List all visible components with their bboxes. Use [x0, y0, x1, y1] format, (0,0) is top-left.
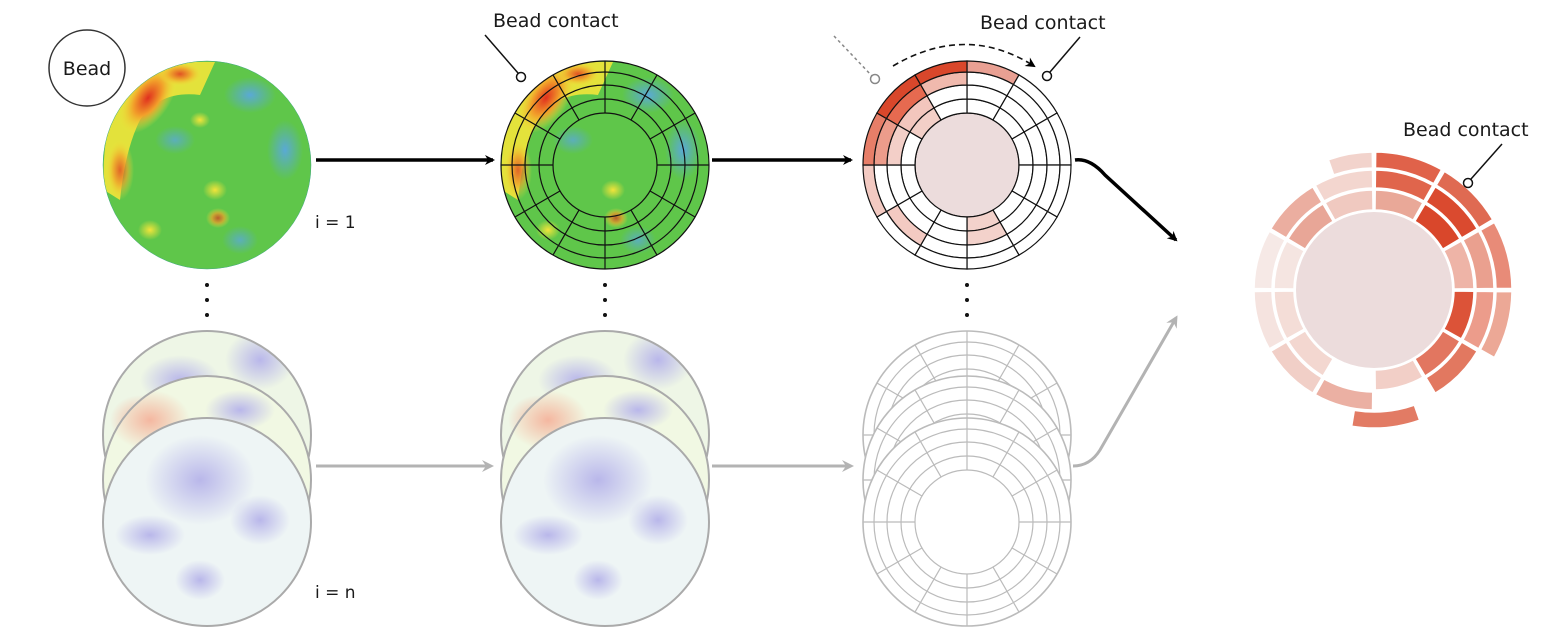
result-segment	[1479, 290, 1513, 359]
result-segment	[1350, 404, 1421, 429]
callout-circle-icon	[515, 71, 527, 83]
grid-spoke	[552, 209, 580, 256]
bead-contact-label-1: Bead contact	[493, 10, 619, 32]
aggregated-contact-map	[1253, 151, 1513, 429]
result-segment	[1461, 290, 1495, 350]
result-segment	[1374, 169, 1434, 203]
result-center	[1296, 212, 1452, 368]
result-segment	[1374, 189, 1424, 222]
vertical-dots-icon	[205, 283, 209, 317]
result-segment	[1324, 189, 1374, 222]
faded-frame-stack-grid	[500, 330, 710, 627]
result-segment	[1413, 329, 1462, 378]
grid-spoke	[914, 566, 942, 613]
result-segment	[1314, 169, 1374, 203]
arrow-faded-segments-to-result	[1072, 315, 1178, 468]
bead-contact-label-3: Bead contact	[1403, 119, 1529, 141]
heatmap-frame-1	[103, 61, 311, 269]
bead-callout: Bead	[48, 29, 126, 107]
vertical-dots-icon	[603, 283, 607, 317]
faded-frame-stack-raw	[102, 330, 312, 627]
contact-segment	[914, 60, 968, 86]
result-segment	[1442, 240, 1475, 290]
grid-spoke	[514, 112, 561, 140]
result-segment	[1435, 170, 1494, 229]
grid-spoke	[649, 190, 696, 218]
grid-spoke	[992, 431, 1020, 478]
result-segment	[1273, 290, 1306, 340]
result-segment	[1286, 202, 1335, 251]
frame-index-first: i = 1	[315, 213, 356, 233]
result-segment	[1269, 185, 1323, 239]
result-segment	[1374, 358, 1424, 391]
arrow-segments-to-result	[1074, 158, 1178, 242]
result-segment	[1327, 151, 1374, 176]
heatmap-grid-frame-1	[500, 60, 710, 270]
bead-label: Bead	[63, 58, 111, 80]
grid-spoke	[1011, 547, 1058, 575]
grid-spoke	[876, 469, 923, 497]
callout-circle-icon	[1041, 70, 1053, 82]
grid-spoke	[992, 566, 1020, 613]
grid-spoke	[1011, 469, 1058, 497]
result-segment	[1425, 185, 1479, 239]
grid-spoke	[552, 74, 580, 121]
bead-contact-callout-1: Bead contact	[484, 10, 619, 83]
segmented-contact-map-1	[862, 60, 1072, 270]
bead-circle	[48, 29, 126, 107]
result-segment	[1314, 377, 1374, 411]
bead-contact-label-2: Bead contact	[980, 12, 1106, 34]
result-segment	[1413, 202, 1462, 251]
faded-segment-grid	[862, 417, 1072, 627]
result-segment	[1286, 329, 1335, 378]
rotation-arrow	[892, 43, 1036, 68]
bead-contact-callout-2: Bead contact	[833, 12, 1106, 85]
callout-circle-icon	[869, 73, 881, 85]
result-segment	[1479, 221, 1513, 290]
grid-spoke	[649, 112, 696, 140]
grid-spoke	[876, 547, 923, 575]
callout-circle-icon	[1462, 177, 1474, 189]
bead-contact-callout-3: Bead contact	[1403, 119, 1529, 189]
heatmap-frame-1-outline	[102, 60, 312, 270]
frame-index-last: i = n	[315, 583, 356, 603]
grid-spoke	[514, 190, 561, 218]
polar-grid-overlay	[500, 60, 710, 270]
grid-spoke	[630, 209, 658, 256]
result-segment	[1253, 290, 1287, 350]
result-segment	[1273, 240, 1306, 290]
grid-spoke	[914, 431, 942, 478]
result-segment	[1253, 230, 1287, 290]
result-segment	[1461, 230, 1495, 290]
grid-spoke	[630, 74, 658, 121]
result-segment	[1374, 151, 1443, 185]
result-segment	[1269, 341, 1323, 395]
faded-segment-grid-stack	[862, 330, 1072, 627]
vertical-dots-icon	[965, 283, 969, 317]
result-segment	[1425, 341, 1479, 395]
result-segment	[1442, 290, 1475, 340]
